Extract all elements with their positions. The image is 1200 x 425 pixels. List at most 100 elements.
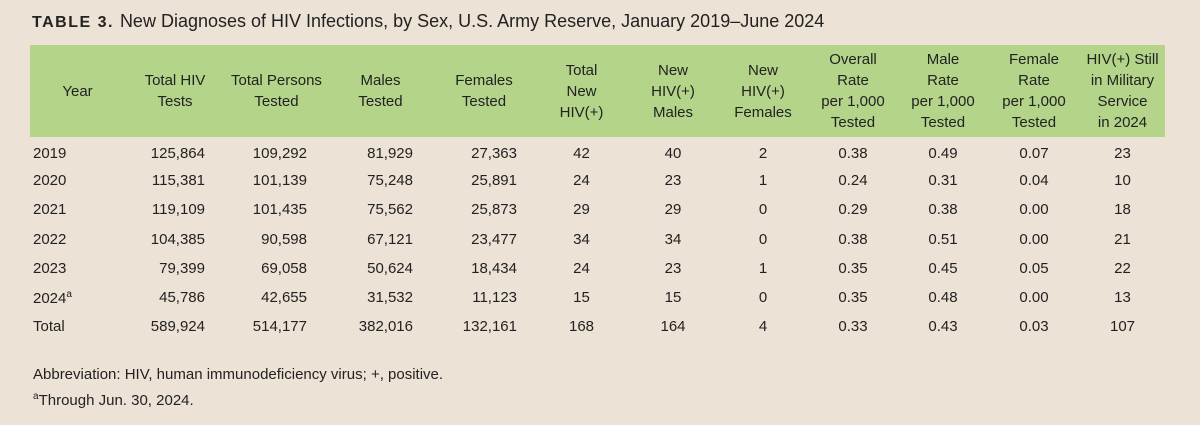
table-cell: 107 — [1080, 312, 1165, 341]
table-cell: 2020 — [30, 166, 125, 195]
table-cell: 104,385 — [125, 225, 225, 254]
table-cell: 109,292 — [225, 137, 328, 166]
cell-text: 101,435 — [252, 201, 307, 219]
cell-text: 0.00 — [1019, 289, 1049, 307]
cell-text: 18,434 — [471, 259, 517, 277]
header-line: Males — [360, 72, 401, 89]
footnote-marker: a — [33, 391, 39, 402]
cell-text: 18 — [1114, 201, 1131, 219]
cell-text: 2022 — [33, 230, 67, 248]
table-cell: 23 — [628, 166, 718, 195]
header-cell: Overall Rate per 1,000 Tested — [808, 45, 898, 137]
table-cell: 101,435 — [225, 195, 328, 224]
header-line: Males — [652, 103, 693, 121]
table-cell: 42 — [535, 137, 628, 166]
table-row: 2023 79,399 69,058 50,624 18,434 24 23 1 0.35 0.4… — [30, 254, 1165, 283]
table-cell: 119,109 — [125, 195, 225, 224]
cell-text: 45,786 — [159, 289, 205, 307]
cell-text: 589,924 — [150, 318, 205, 336]
cell-text: 119,109 — [151, 201, 205, 219]
table-cell: 18,434 — [433, 254, 535, 283]
header-line: Tested — [1011, 114, 1057, 131]
notes: Abbreviation: HIV, human immunodeficienc… — [33, 364, 443, 412]
header-line: New — [566, 82, 597, 100]
cell-text: 15 — [573, 289, 590, 307]
data-table: Year Total HIV Tests Total Persons Tested Mal… — [30, 45, 1165, 341]
table-cell: 0.00 — [988, 225, 1080, 254]
table-cell: 514,177 — [225, 312, 328, 341]
table-cell: 23,477 — [433, 225, 535, 254]
table-cell: 2022 — [30, 225, 125, 254]
table-row: Total 589,924 514,177 382,016 132,161 168 164 4… — [30, 312, 1165, 341]
table-cell: 589,924 — [125, 312, 225, 341]
header-line: Females — [734, 103, 792, 121]
table-cell: 132,161 — [433, 312, 535, 341]
header-line: HIV(+) Still — [1086, 51, 1159, 68]
table-cell: 0.45 — [898, 254, 988, 283]
table-cell: 25,873 — [433, 195, 535, 224]
cell-text: 2019 — [33, 145, 67, 163]
header-line: HIV(+) — [559, 103, 604, 121]
cell-text: 23 — [664, 259, 682, 277]
table-body: 2019 125,864 109,292 81,929 27,363 42 40 2 0.38 0… — [30, 137, 1165, 341]
header-line: HIV(+) — [741, 82, 785, 100]
cell-text: 0.48 — [928, 289, 958, 307]
cell-text: 104,385 — [150, 230, 205, 248]
table-cell: 0.35 — [808, 283, 898, 312]
cell-text: 0.29 — [838, 201, 868, 219]
cell-text: 25,891 — [471, 172, 517, 190]
header-row: Year Total HIV Tests Total Persons Tested Mal… — [30, 45, 1165, 137]
header-line: New — [747, 61, 778, 79]
table-cell: 0.03 — [988, 312, 1080, 341]
table-cell: 10 — [1080, 166, 1165, 195]
cell-text: 125,864 — [150, 145, 205, 163]
table-cell: 0.38 — [808, 137, 898, 166]
cell-text: 69,058 — [261, 259, 307, 277]
cell-text: 0.49 — [928, 145, 958, 163]
header-line: Total Persons — [231, 72, 322, 89]
header-cell: Females Tested — [433, 45, 535, 137]
cell-text: 42 — [573, 145, 590, 163]
table-cell: 0.00 — [988, 283, 1080, 312]
table-cell: 15 — [535, 283, 628, 312]
cell-text: 27,363 — [471, 145, 517, 163]
header-cell: Total HIV Tests — [125, 45, 225, 137]
header-line: HIV(+) — [651, 82, 695, 100]
header-line: Tests — [157, 93, 193, 110]
cell-text: 0.38 — [928, 201, 958, 219]
title-text: New Diagnoses of HIV Infections, by Sex,… — [119, 11, 825, 31]
table-cell: 13 — [1080, 283, 1165, 312]
cell-text: 23 — [1114, 145, 1131, 163]
header-line: Tested — [461, 93, 507, 110]
note: aThrough Jun. 30, 2024. — [33, 386, 443, 412]
table-cell: 18 — [1080, 195, 1165, 224]
table-cell: 101,139 — [225, 166, 328, 195]
header-line: Male — [926, 51, 960, 68]
table-cell: 29 — [628, 195, 718, 224]
table-cell: 45,786 — [125, 283, 225, 312]
table-cell: 11,123 — [433, 283, 535, 312]
cell-text: 23,477 — [471, 230, 517, 248]
header-line: Year — [62, 82, 93, 100]
header-line: Female — [1008, 51, 1060, 68]
cell-text: 115,381 — [151, 172, 205, 190]
cell-text: 0.45 — [928, 259, 958, 277]
footnote-marker: a — [66, 288, 72, 300]
table-cell: 125,864 — [125, 137, 225, 166]
table-cell: 67,121 — [328, 225, 433, 254]
cell-text: 0.31 — [928, 172, 958, 190]
table-cell: 22 — [1080, 254, 1165, 283]
table-cell: 24 — [535, 166, 628, 195]
cell-text: 15 — [664, 289, 682, 307]
table-cell: 0.31 — [898, 166, 988, 195]
cell-text: 0.43 — [928, 318, 958, 336]
table-cell: 25,891 — [433, 166, 535, 195]
table-cell: 0 — [718, 225, 808, 254]
table-cell: 0.38 — [898, 195, 988, 224]
table-row: 2022 104,385 90,598 67,121 23,477 34 34 0 0.38 0.… — [30, 225, 1165, 254]
header-line: Females — [455, 72, 513, 89]
table-cell: 2019 — [30, 137, 125, 166]
note: Abbreviation: HIV, human immunodeficienc… — [33, 364, 443, 386]
cell-text: 0.24 — [838, 172, 868, 190]
cell-text: 90,598 — [261, 230, 307, 248]
